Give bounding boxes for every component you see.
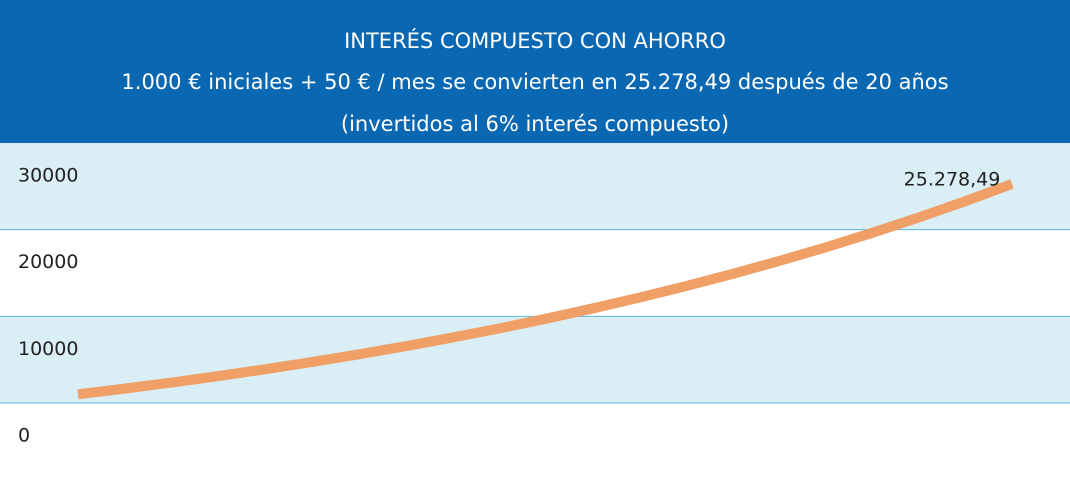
data-label: 25.278,49 xyxy=(904,168,1001,190)
y-tick-label: 30000 xyxy=(18,165,78,187)
line-series xyxy=(77,179,1014,400)
y-tick-label: 10000 xyxy=(18,338,78,360)
chart-subtitle: (invertidos al 6% interés compuesto) xyxy=(341,112,729,136)
chart-title: INTERÉS COMPUESTO CON AHORRO xyxy=(344,28,726,53)
y-tick-label: 20000 xyxy=(18,251,78,273)
grid-band xyxy=(0,143,1070,230)
header-background xyxy=(0,0,1070,143)
grid-band xyxy=(0,316,1070,403)
chart-subtitle: 1.000 € iniciales + 50 € / mes se convie… xyxy=(121,70,948,94)
y-tick-label: 0 xyxy=(18,425,30,447)
